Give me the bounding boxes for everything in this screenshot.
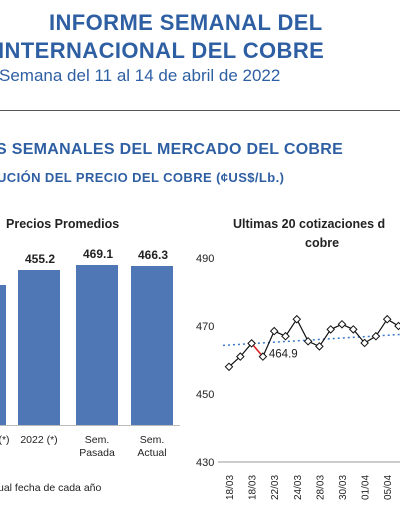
section-title: S SEMANALES DEL MERCADO DEL COBRE <box>0 141 344 158</box>
data-point <box>382 314 392 324</box>
line-chart-title-line1: Ultimas 20 cotizaciones d <box>233 217 386 231</box>
report-subtitle: Semana del 11 al 14 de abril de 2022 <box>0 66 281 85</box>
data-point <box>394 321 400 331</box>
data-point <box>224 362 234 372</box>
data-point <box>360 338 369 348</box>
bar-category-label: Sem. Pasada <box>79 434 115 459</box>
bar-category-label: (*) <box>0 434 10 446</box>
highlight-segment <box>251 342 264 358</box>
data-point <box>348 325 358 334</box>
bar-value-label: 469.1 <box>82 247 114 262</box>
data-point <box>281 331 290 341</box>
y-tick-label: 430 <box>196 457 214 469</box>
bar-value-label: 455.2 <box>24 252 56 266</box>
data-point <box>303 336 313 346</box>
x-tick-label: 30/03 <box>338 475 349 500</box>
data-point <box>258 352 268 361</box>
value-annotation: 464.9 <box>269 348 298 360</box>
y-tick-label: 470 <box>196 321 214 333</box>
data-point <box>315 342 324 351</box>
x-tick-label: 01/04 <box>361 475 372 500</box>
data-point <box>337 319 347 329</box>
x-tick-label: 18/03 <box>225 475 236 500</box>
section-subtitle: UCIÓN DEL PRECIO DEL COBRE (¢US$/Lb.) <box>0 170 285 185</box>
bar-category-label: 2022 (*) <box>20 434 58 446</box>
data-point <box>247 339 256 348</box>
x-tick-label: 22/03 <box>270 475 281 500</box>
bar-chart-baseline <box>0 425 180 426</box>
data-point <box>235 352 245 361</box>
bar-chart-footnote: ual fecha de cada año <box>0 482 102 494</box>
line-chart-title-line2: cobre <box>305 236 340 250</box>
series-line <box>228 318 400 368</box>
header-divider <box>0 110 400 111</box>
x-tick-label: 18/03 <box>248 475 259 500</box>
trend-line <box>222 333 400 347</box>
report-title-line2: INTERNACIONAL DEL COBRE <box>0 38 325 63</box>
x-tick-label: 24/03 <box>293 475 304 500</box>
bar-chart-title: Precios Promedios <box>6 217 120 231</box>
bar-value-label: 466.3 <box>137 248 169 263</box>
bar-3 <box>131 266 173 425</box>
report-title-line1: INFORME SEMANAL DEL <box>49 10 323 35</box>
x-tick-label: 05/04 <box>383 475 394 500</box>
y-tick-label: 450 <box>196 389 214 401</box>
data-point <box>326 325 336 334</box>
data-point <box>269 326 279 336</box>
bar-category-label: Sem. Actual <box>137 434 167 459</box>
y-tick-label: 490 <box>196 253 214 265</box>
x-tick-label: 28/03 <box>315 475 326 500</box>
data-point <box>292 314 302 324</box>
bar-0 <box>0 285 6 425</box>
bar-2 <box>76 265 118 425</box>
data-point <box>371 331 381 341</box>
bar-1 <box>18 270 60 425</box>
